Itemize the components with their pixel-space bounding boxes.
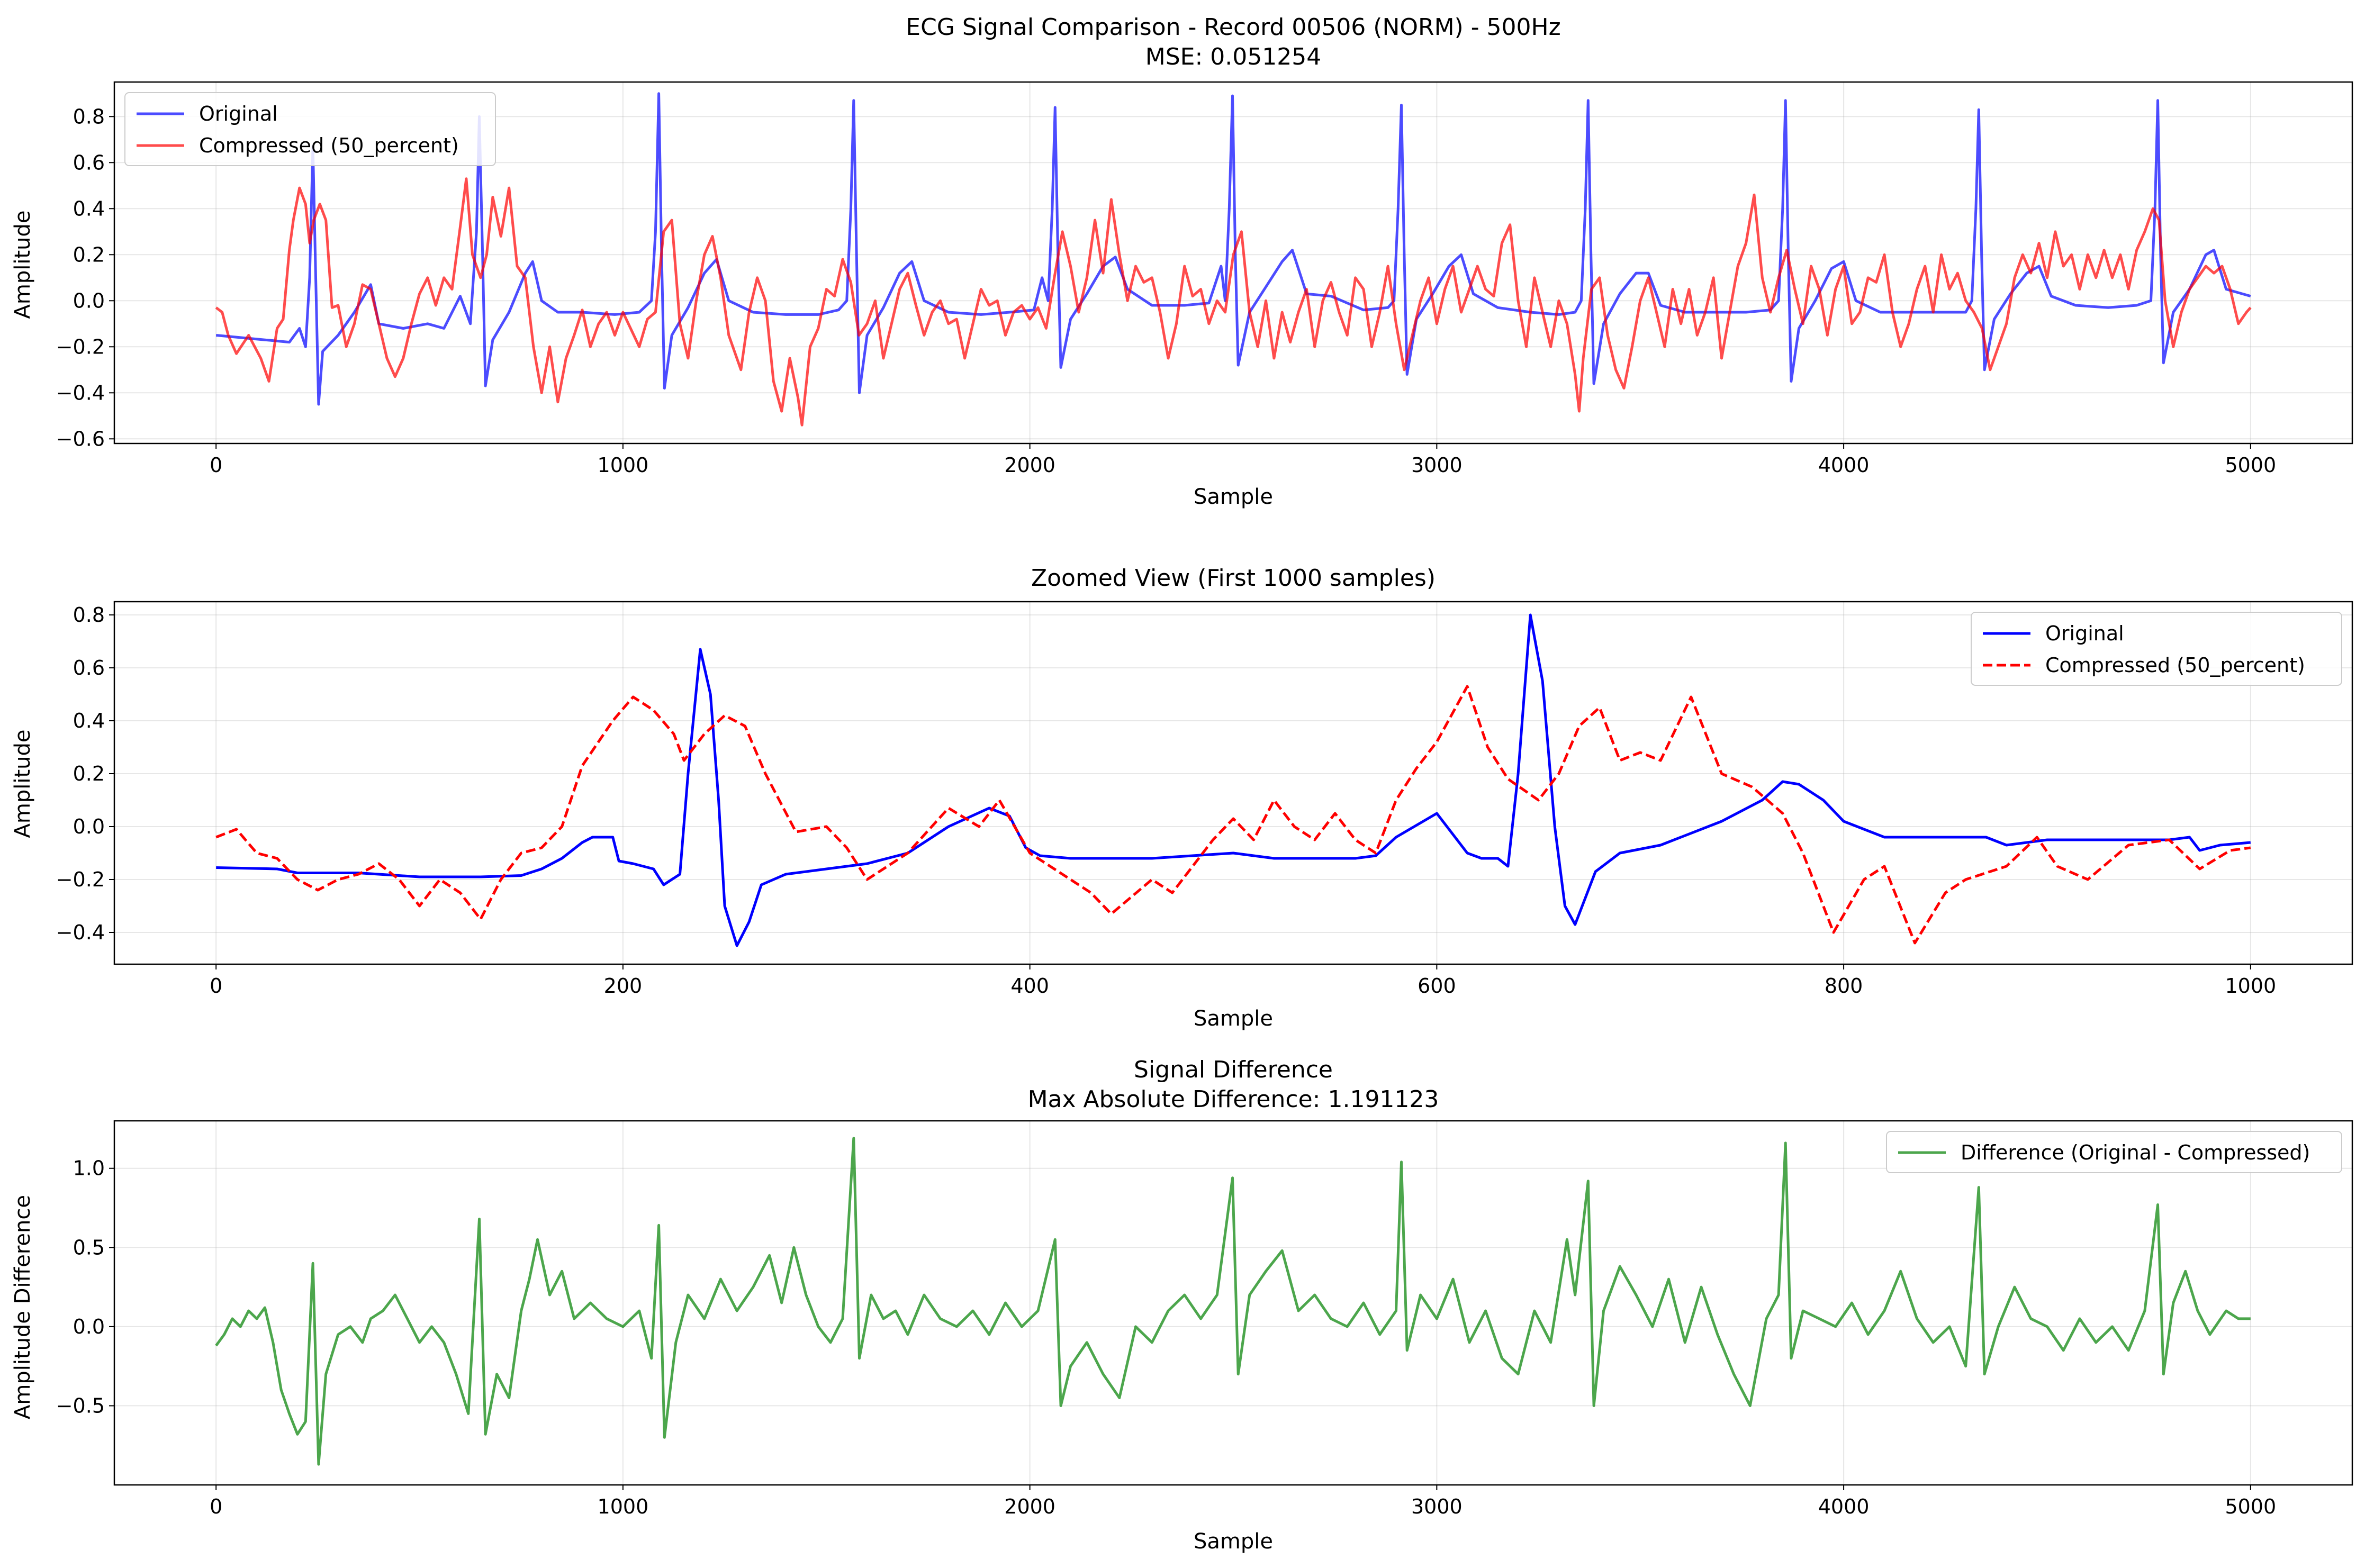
chart1-series-line-2	[215, 177, 2252, 427]
chart2-ytick-label: 0.2	[73, 762, 105, 785]
chart2-xtick-label: 600	[1418, 974, 1456, 998]
chart1-xtick-label: 4000	[1818, 454, 1870, 477]
chart3-plot-area: 0 1000 2000 3000 4000 5000 −0.5 0.0 0.5 1.0 Differ…	[56, 1120, 2353, 1518]
chart1-xtick-label: 5000	[2225, 454, 2276, 477]
chart3-subtitle: Max Absolute Difference: 1.191123	[1028, 1086, 1439, 1113]
chart2-ytick-label: 0.4	[73, 709, 105, 732]
chart3-title: Signal Difference	[1134, 1056, 1333, 1083]
chart1-legend-label-1: Original	[199, 102, 278, 125]
chart2-xtick-label: 800	[1825, 974, 1863, 998]
chart3-xtick-label: 4000	[1818, 1495, 1870, 1518]
chart3-ytick-label: 1.0	[73, 1157, 105, 1180]
chart2-legend-label-2: Compressed (50_percent)	[2045, 654, 2305, 677]
chart2-series-line-2	[215, 685, 2251, 945]
chart3-xtick-label: 2000	[1004, 1495, 1055, 1518]
chart3-legend-label-1: Difference (Original - Compressed)	[1961, 1141, 2310, 1164]
chart1-xtick-label: 2000	[1004, 454, 1055, 477]
chart1-series-line-1	[215, 92, 2251, 406]
chart2-series-line-1	[216, 613, 2251, 947]
chart3-series-line-1	[215, 1137, 2251, 1466]
chart2-xtick-label: 0	[210, 974, 222, 998]
chart1-ylabel: Amplitude	[11, 211, 35, 319]
chart1-ytick-label: 0.0	[73, 289, 105, 312]
chart2-legend: Original Compressed (50_percent)	[1971, 612, 2342, 686]
chart3-legend: Difference (Original - Compressed)	[1886, 1131, 2342, 1173]
chart1-ytick-label: −0.2	[56, 335, 105, 358]
chart2-title: Zoomed View (First 1000 samples)	[1031, 565, 1436, 592]
chart2-ytick-label: 0.0	[73, 815, 105, 838]
chart3-xtick-label: 5000	[2225, 1495, 2276, 1518]
chart1-legend-box	[124, 92, 496, 166]
chart1-axes-frame	[113, 81, 2353, 445]
chart1-plot-area: 0 1000 2000 3000 4000 5000 −0.6 −0.4 −0.2 0.0 0.2 0…	[56, 81, 2353, 477]
chart3-xtick-label: 3000	[1411, 1495, 1463, 1518]
chart-panel-3: Signal Difference Max Absolute Differenc…	[11, 1056, 2353, 1554]
chart2-legend-box	[1971, 612, 2342, 686]
chart1-ytick-label: 0.4	[73, 197, 105, 220]
chart-panel-2: Zoomed View (First 1000 samples) 0 200 400…	[11, 565, 2353, 1031]
chart3-legend-box	[1886, 1131, 2342, 1173]
chart1-xtick-label: 3000	[1411, 454, 1463, 477]
chart2-xtick-label: 1000	[2225, 974, 2276, 998]
chart2-xtick-label: 400	[1010, 974, 1049, 998]
chart2-ylabel: Amplitude	[11, 730, 35, 838]
chart3-xtick-label: 1000	[598, 1495, 649, 1518]
chart2-xlabel: Sample	[1194, 1007, 1273, 1031]
chart3-xlabel: Sample	[1194, 1529, 1273, 1554]
chart3-ytick-label: 0.5	[73, 1236, 105, 1259]
chart3-ylabel: Amplitude Difference	[11, 1195, 35, 1419]
chart1-legend: Original Compressed (50_percent)	[124, 92, 496, 166]
chart1-legend-label-2: Compressed (50_percent)	[199, 134, 459, 157]
chart2-ytick-label: −0.2	[56, 868, 105, 891]
chart1-xtick-label: 0	[210, 454, 222, 477]
chart2-ytick-label: 0.6	[73, 656, 105, 679]
chart1-ytick-label: −0.6	[56, 427, 105, 450]
chart2-axes-frame	[113, 601, 2353, 965]
chart3-ytick-label: 0.0	[73, 1315, 105, 1338]
chart1-ytick-label: 0.2	[73, 243, 105, 266]
chart1-ytick-label: 0.6	[73, 151, 105, 174]
chart3-xtick-label: 0	[210, 1495, 222, 1518]
chart1-xlabel: Sample	[1194, 485, 1273, 509]
chart2-ytick-label: 0.8	[73, 603, 105, 627]
chart-panel-1: ECG Signal Comparison - Record 00506 (NO…	[11, 14, 2353, 509]
chart1-title: ECG Signal Comparison - Record 00506 (NO…	[906, 14, 1560, 41]
chart2-ytick-label: −0.4	[56, 921, 105, 944]
chart2-plot-area: 0 200 400 600 800 1000 −0.4 −0.2 0.0 0.2 0.4 0.6 0.8…	[56, 601, 2353, 998]
chart2-legend-label-1: Original	[2045, 622, 2124, 645]
chart1-xtick-label: 1000	[598, 454, 649, 477]
chart2-xtick-label: 200	[604, 974, 643, 998]
chart3-ytick-label: −0.5	[56, 1394, 105, 1417]
chart3-axes-frame	[113, 1120, 2353, 1486]
chart1-ytick-label: −0.4	[56, 381, 105, 404]
chart1-ytick-label: 0.8	[73, 105, 105, 128]
chart1-subtitle: MSE: 0.051254	[1145, 43, 1321, 70]
